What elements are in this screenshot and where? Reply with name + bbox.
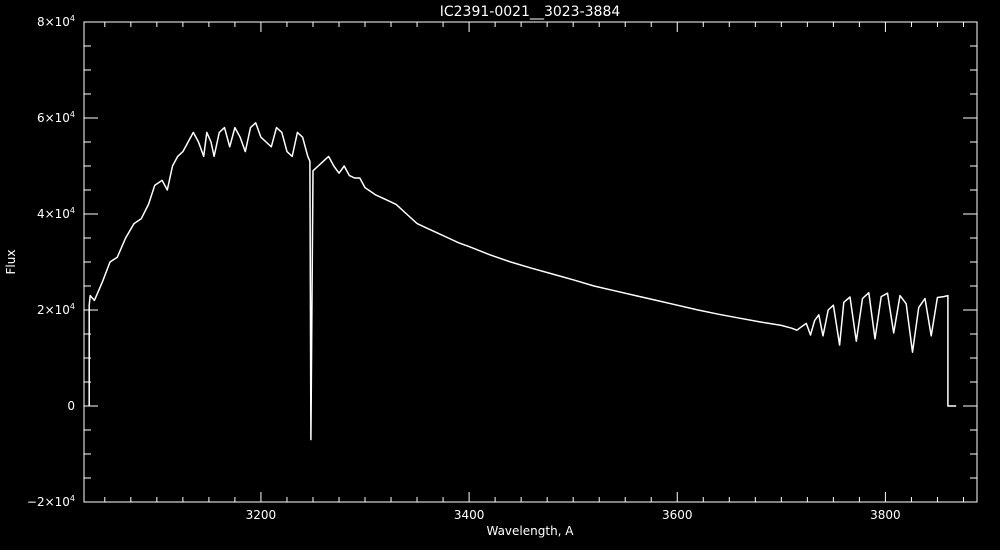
y-tick-label: 6×104	[37, 110, 75, 125]
y-tick-label: 2×104	[37, 302, 75, 317]
x-axis-tick-labels: 3200 3400 3600 3800	[246, 508, 901, 522]
x-axis-label: Wavelength, A	[486, 524, 574, 538]
x-tick-label: 3600	[662, 508, 693, 522]
y-axis-tick-labels: 8×104 6×104 4×104 2×104 0 −2×104	[27, 14, 75, 509]
x-tick-label: 3200	[246, 508, 277, 522]
x-tick-label: 3800	[870, 508, 901, 522]
y-tick-label: 4×104	[37, 206, 75, 221]
y-tick-label: 8×104	[37, 14, 75, 29]
spectrum-series-line	[88, 122, 957, 441]
x-tick-label: 3400	[454, 508, 485, 522]
y-tick-label: −2×104	[27, 494, 75, 509]
x-axis-ticks	[104, 22, 964, 502]
y-axis-label: Flux	[4, 250, 18, 275]
chart-title: IC2391-0021__3023-3884	[440, 4, 621, 20]
series-layer	[88, 122, 957, 441]
y-tick-label: 0	[67, 399, 75, 413]
